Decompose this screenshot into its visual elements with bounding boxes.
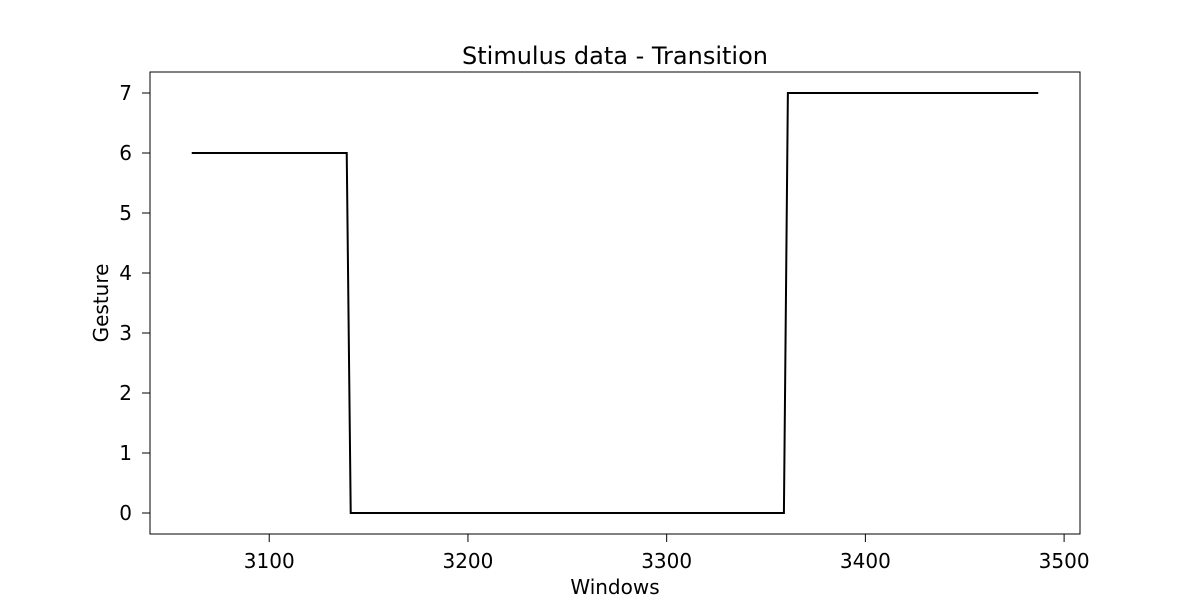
- series-layer: [191, 92, 1039, 514]
- y-tick-label: 0: [119, 501, 132, 525]
- y-tick-label: 1: [119, 441, 132, 465]
- x-tick-label: 3500: [1039, 549, 1090, 573]
- x-tick-label: 3200: [442, 549, 493, 573]
- x-tick-label: 3100: [244, 549, 295, 573]
- plot-area: 3100 3200 3300 3400 3500 0 1 2 3 4 5 6 7: [119, 71, 1090, 573]
- y-tick-label: 2: [119, 381, 132, 405]
- x-tick-label: 3400: [840, 549, 891, 573]
- y-tick-label: 6: [119, 141, 132, 165]
- plot-frame: [149, 71, 1081, 535]
- chart-title: Stimulus data - Transition: [462, 42, 768, 70]
- series-line: [191, 92, 1039, 514]
- y-axis: 0 1 2 3 4 5 6 7: [119, 81, 150, 525]
- y-tick-label: 3: [119, 321, 132, 345]
- y-tick-label: 7: [119, 81, 132, 105]
- x-tick-label: 3300: [641, 549, 692, 573]
- y-tick-label: 5: [119, 201, 132, 225]
- x-axis: 3100 3200 3300 3400 3500: [244, 534, 1090, 573]
- y-tick-label: 4: [119, 261, 132, 285]
- x-axis-label: Windows: [570, 575, 659, 599]
- y-axis-label: Gesture: [89, 264, 113, 343]
